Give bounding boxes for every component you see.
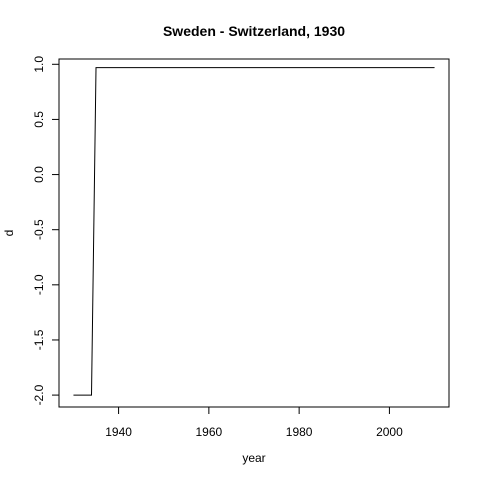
x-tick-label: 1940: [105, 425, 132, 439]
y-tick-label: -1.5: [32, 329, 46, 350]
x-tick-label: 2000: [376, 425, 403, 439]
x-axis-label: year: [242, 451, 265, 465]
y-tick-label: -0.5: [32, 219, 46, 240]
y-tick-label: 0.0: [32, 166, 46, 183]
x-tick-label: 1980: [286, 425, 313, 439]
series-line: [73, 67, 435, 396]
chart-title: Sweden - Switzerland, 1930: [163, 23, 345, 39]
x-axis: 1940 1960 1980 2000: [105, 406, 403, 439]
y-tick-label: -1.0: [32, 274, 46, 295]
y-tick-label: 1.0: [32, 56, 46, 73]
y-tick-label: -2.0: [32, 384, 46, 405]
plot-frame: [58, 58, 450, 408]
y-axis-label: d: [2, 230, 16, 237]
x-tick-label: 1960: [196, 425, 223, 439]
y-axis: -2.0 -1.5 -1.0 -0.5 0.0 0.5 1.0: [32, 56, 60, 405]
series-layer: [73, 67, 435, 396]
y-tick-label: 0.5: [32, 111, 46, 128]
